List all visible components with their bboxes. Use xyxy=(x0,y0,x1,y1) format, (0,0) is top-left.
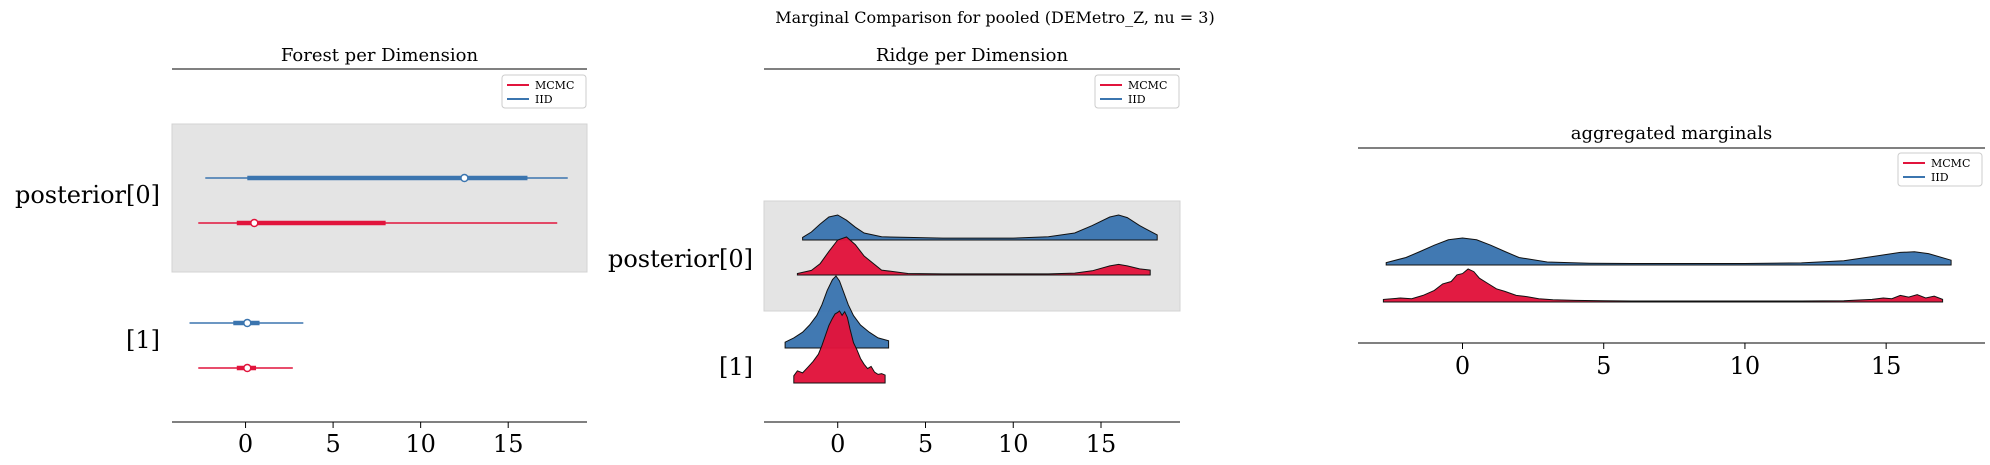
legend-label-mcmc: MCMC xyxy=(1128,79,1167,92)
row-highlight-band xyxy=(171,123,588,273)
row-label: posterior[0] xyxy=(15,181,160,209)
x-tick-label: 0 xyxy=(238,430,253,458)
x-tick-label: 10 xyxy=(1730,352,1761,380)
x-tick-label: 0 xyxy=(1455,352,1470,380)
ridge-iid xyxy=(802,214,1158,241)
median-point-iid xyxy=(460,173,469,183)
x-tick-label: 10 xyxy=(405,430,436,458)
median-point-mcmc xyxy=(250,218,259,228)
ridge-iid xyxy=(784,275,890,349)
ridge-mcmc xyxy=(793,310,886,384)
legend-label-iid: IID xyxy=(1128,93,1146,106)
x-tick-label: 15 xyxy=(493,430,524,458)
x-tick-label: 5 xyxy=(918,430,933,458)
figure-suptitle: Marginal Comparison for pooled (DEMetro_… xyxy=(775,8,1214,27)
median-point-iid xyxy=(243,318,252,328)
x-tick-label: 5 xyxy=(325,430,340,458)
row-label: posterior[0] xyxy=(608,245,753,273)
median-point-mcmc xyxy=(243,363,252,373)
ridge-iid xyxy=(1385,237,1952,266)
x-tick-label: 15 xyxy=(1871,352,1902,380)
row-label: [1] xyxy=(126,326,160,354)
x-tick-label: 15 xyxy=(1086,430,1117,458)
panel-title: Ridge per Dimension xyxy=(876,45,1069,66)
ridge-mcmc xyxy=(1382,268,1944,303)
x-tick-label: 0 xyxy=(830,430,845,458)
x-tick-label: 5 xyxy=(1596,352,1611,380)
ridge-mcmc xyxy=(796,236,1151,276)
legend-label-mcmc: MCMC xyxy=(1931,157,1970,170)
row-label: [1] xyxy=(719,353,753,381)
legend-label-iid: IID xyxy=(535,93,553,106)
legend-label-iid: IID xyxy=(1931,171,1949,184)
x-tick-label: 10 xyxy=(998,430,1029,458)
legend-label-mcmc: MCMC xyxy=(535,79,574,92)
panel-title: Forest per Dimension xyxy=(281,45,479,66)
panel-title: aggregated marginals xyxy=(1571,123,1772,144)
